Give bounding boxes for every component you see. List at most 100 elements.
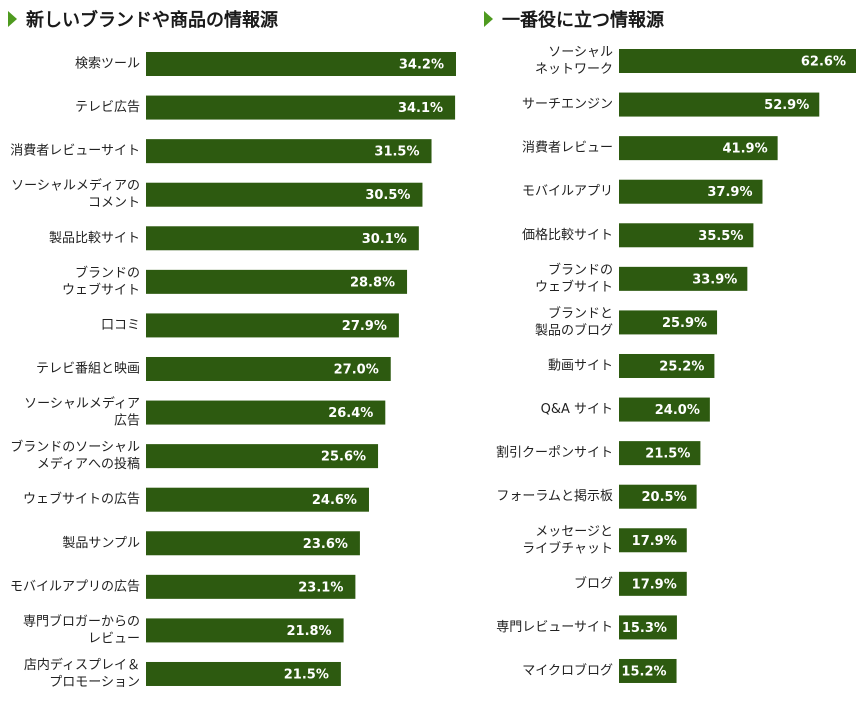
bar <box>619 528 687 553</box>
category-label: 製品サンプル <box>62 536 140 551</box>
category-label: ブランドの <box>548 262 613 278</box>
value-label: 15.3% <box>622 621 667 636</box>
category-label: 製品比較サイト <box>49 231 140 246</box>
category-label: 消費者レビュー <box>522 141 613 156</box>
value-label: 30.5% <box>365 188 410 203</box>
bar <box>619 266 748 291</box>
bar <box>146 52 456 76</box>
category-label: 消費者レビューサイト <box>10 144 140 159</box>
value-label: 20.5% <box>642 490 687 505</box>
bar <box>619 441 701 466</box>
bar <box>619 223 754 248</box>
value-label: 17.9% <box>632 534 677 549</box>
bar-row: テレビ広告 34.1% <box>75 95 456 120</box>
category-label: ネットワーク <box>535 62 613 77</box>
value-label: 17.9% <box>632 577 677 592</box>
category-label: ウェブサイト <box>535 279 613 295</box>
bar-row: マイクロブログ 15.2% <box>522 658 677 683</box>
category-label: コメント <box>88 196 140 211</box>
bar-row: モバイルアプリの広告 23.1% <box>10 574 356 599</box>
category-label: 専門ブロガーからの <box>23 613 140 629</box>
bar <box>619 179 763 204</box>
bar-row: サーチエンジン 52.9% <box>522 92 820 117</box>
bar-row: 専門レビューサイト 15.3% <box>496 615 677 640</box>
bar-row: 口コミ 27.9% <box>101 313 399 338</box>
category-label: 口コミ <box>101 318 140 333</box>
value-label: 21.5% <box>284 667 329 682</box>
bar <box>146 574 356 599</box>
bar <box>619 136 778 161</box>
bar <box>146 661 341 686</box>
bar <box>146 313 399 338</box>
category-label: ソーシャルメディアの <box>11 178 140 194</box>
category-label: メディアへの投稿 <box>37 456 140 472</box>
category-label: ブログ <box>574 575 613 591</box>
category-label: ソーシャル <box>548 45 613 60</box>
bar <box>619 484 697 509</box>
bar-row: 消費者レビューサイト 31.5% <box>10 139 432 164</box>
bar-row: ウェブサイトの広告 24.6% <box>23 487 369 512</box>
category-label: ライブチャット <box>522 540 613 556</box>
bar <box>146 182 423 207</box>
category-label: モバイルアプリ <box>522 184 613 199</box>
bar <box>146 487 369 512</box>
value-label: 25.6% <box>321 450 366 465</box>
category-label: 割引クーポンサイト <box>496 445 613 461</box>
bar <box>619 310 718 335</box>
left-chart-title: 新しいブランドや商品の情報源 <box>26 10 278 31</box>
value-label: 25.2% <box>659 359 704 374</box>
triangle-marker-icon <box>8 11 17 27</box>
category-label: 価格比較サイト <box>522 227 613 243</box>
category-label: メッセージと <box>535 524 613 539</box>
bar-row: 製品サンプル 23.6% <box>62 531 360 556</box>
left-panel-title: 新しいブランドや商品の情報源 <box>8 6 278 32</box>
value-label: 25.9% <box>662 316 707 331</box>
category-label: 検索ツール <box>75 57 140 72</box>
category-label: 店内ディスプレイ＆ <box>24 657 140 673</box>
value-label: 23.6% <box>303 537 348 552</box>
value-label: 62.6% <box>801 55 846 70</box>
bar-row: 割引クーポンサイト 21.5% <box>496 441 701 466</box>
bar <box>146 400 386 425</box>
bar <box>619 397 710 422</box>
bar <box>146 226 419 251</box>
bar-row: 店内ディスプレイ＆ プロモーション 21.5% <box>24 657 341 690</box>
category-label: フォーラムと掲示板 <box>496 488 613 504</box>
value-label: 41.9% <box>723 142 768 157</box>
category-label: 製品のブログ <box>535 322 613 338</box>
bar-row: 製品比較サイト 30.1% <box>49 226 419 251</box>
bar-row: ブログ 17.9% <box>574 571 687 596</box>
category-label: 動画サイト <box>548 358 613 373</box>
value-label: 24.0% <box>655 403 700 418</box>
value-label: 52.9% <box>764 98 809 113</box>
value-label: 27.9% <box>342 319 387 334</box>
bar <box>146 356 391 381</box>
bar <box>619 571 687 596</box>
category-label: ブランドのソーシャル <box>10 439 140 455</box>
category-label: サーチエンジン <box>522 97 613 112</box>
category-label: ブランドと <box>548 305 613 321</box>
value-label: 21.5% <box>645 447 690 462</box>
category-label: 広告 <box>114 414 140 429</box>
bar <box>146 269 408 294</box>
category-label: テレビ広告 <box>75 100 140 115</box>
category-label: ブランドの <box>75 265 140 281</box>
category-label: レビュー <box>88 631 140 646</box>
triangle-marker-icon <box>484 11 493 27</box>
value-label: 31.5% <box>374 145 419 160</box>
category-label: 専門レビューサイト <box>496 620 613 635</box>
category-label: プロモーション <box>49 675 140 690</box>
bar <box>146 618 344 643</box>
value-label: 30.1% <box>362 232 407 247</box>
bar-row: モバイルアプリ 37.9% <box>522 179 763 204</box>
bar-row: 動画サイト 25.2% <box>548 353 715 378</box>
value-label: 34.1% <box>398 101 443 116</box>
bar <box>146 139 432 164</box>
bar <box>619 658 677 683</box>
